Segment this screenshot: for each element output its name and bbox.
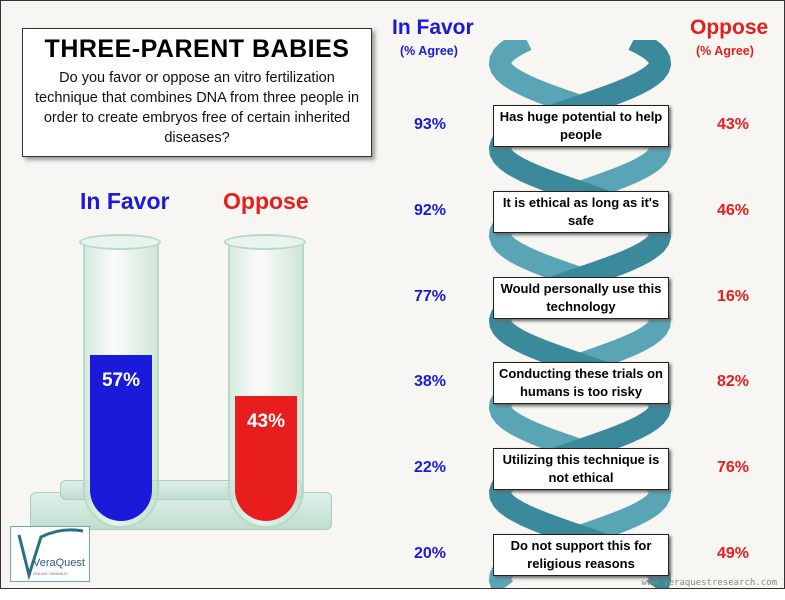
- statement-label: Utilizing this technique is not ethical: [493, 448, 669, 490]
- favor-percent: 38%: [413, 373, 447, 390]
- logo-tagline: ONLINE OMNIBUS: [33, 571, 68, 576]
- favor-percent: 92%: [413, 202, 447, 219]
- tube-label-oppose: Oppose: [223, 188, 309, 214]
- statement-label: Do not support this for religious reason…: [493, 534, 669, 576]
- tube-rim: [79, 234, 161, 250]
- logo-name: VeraQuest: [33, 557, 85, 569]
- veraquest-logo: VeraQuest ONLINE OMNIBUS: [10, 526, 90, 582]
- test-tube-favor: 57%: [83, 242, 159, 528]
- tube-value-label: 57%: [101, 370, 141, 392]
- oppose-percent: 43%: [716, 116, 750, 133]
- column-header-favor: In Favor: [392, 16, 474, 39]
- favor-percent: 93%: [413, 116, 447, 133]
- chart-title: THREE-PARENT BABIES: [44, 35, 350, 63]
- oppose-percent: 76%: [716, 459, 750, 476]
- oppose-percent: 46%: [716, 202, 750, 219]
- tube-value-label: 43%: [246, 411, 286, 433]
- column-subtitle-oppose: (% Agree): [696, 44, 754, 58]
- survey-question: Do you favor or oppose an vitro fertiliz…: [34, 70, 360, 146]
- statement-label: Conducting these trials on humans is too…: [493, 362, 669, 404]
- title-box: THREE-PARENT BABIES Do you favor or oppo…: [22, 28, 372, 157]
- oppose-percent: 16%: [716, 288, 750, 305]
- statement-label: It is ethical as long as it's safe: [493, 191, 669, 233]
- tube-fill-bar: 57%: [90, 355, 152, 521]
- website-url: www.veraquestresearch.com: [641, 578, 777, 588]
- oppose-percent: 82%: [716, 373, 750, 390]
- column-subtitle-favor: (% Agree): [400, 44, 458, 58]
- column-header-oppose: Oppose: [690, 16, 769, 39]
- favor-percent: 77%: [413, 288, 447, 305]
- favor-percent: 22%: [413, 459, 447, 476]
- statement-label: Would personally use this technology: [493, 277, 669, 319]
- tube-label-favor: In Favor: [80, 188, 170, 214]
- tube-fill-bar: 43%: [235, 396, 297, 521]
- test-tube-oppose: 43%: [228, 242, 304, 528]
- favor-percent: 20%: [413, 545, 447, 562]
- statement-label: Has huge potential to help people: [493, 105, 669, 147]
- tube-rim: [224, 234, 306, 250]
- oppose-percent: 49%: [716, 545, 750, 562]
